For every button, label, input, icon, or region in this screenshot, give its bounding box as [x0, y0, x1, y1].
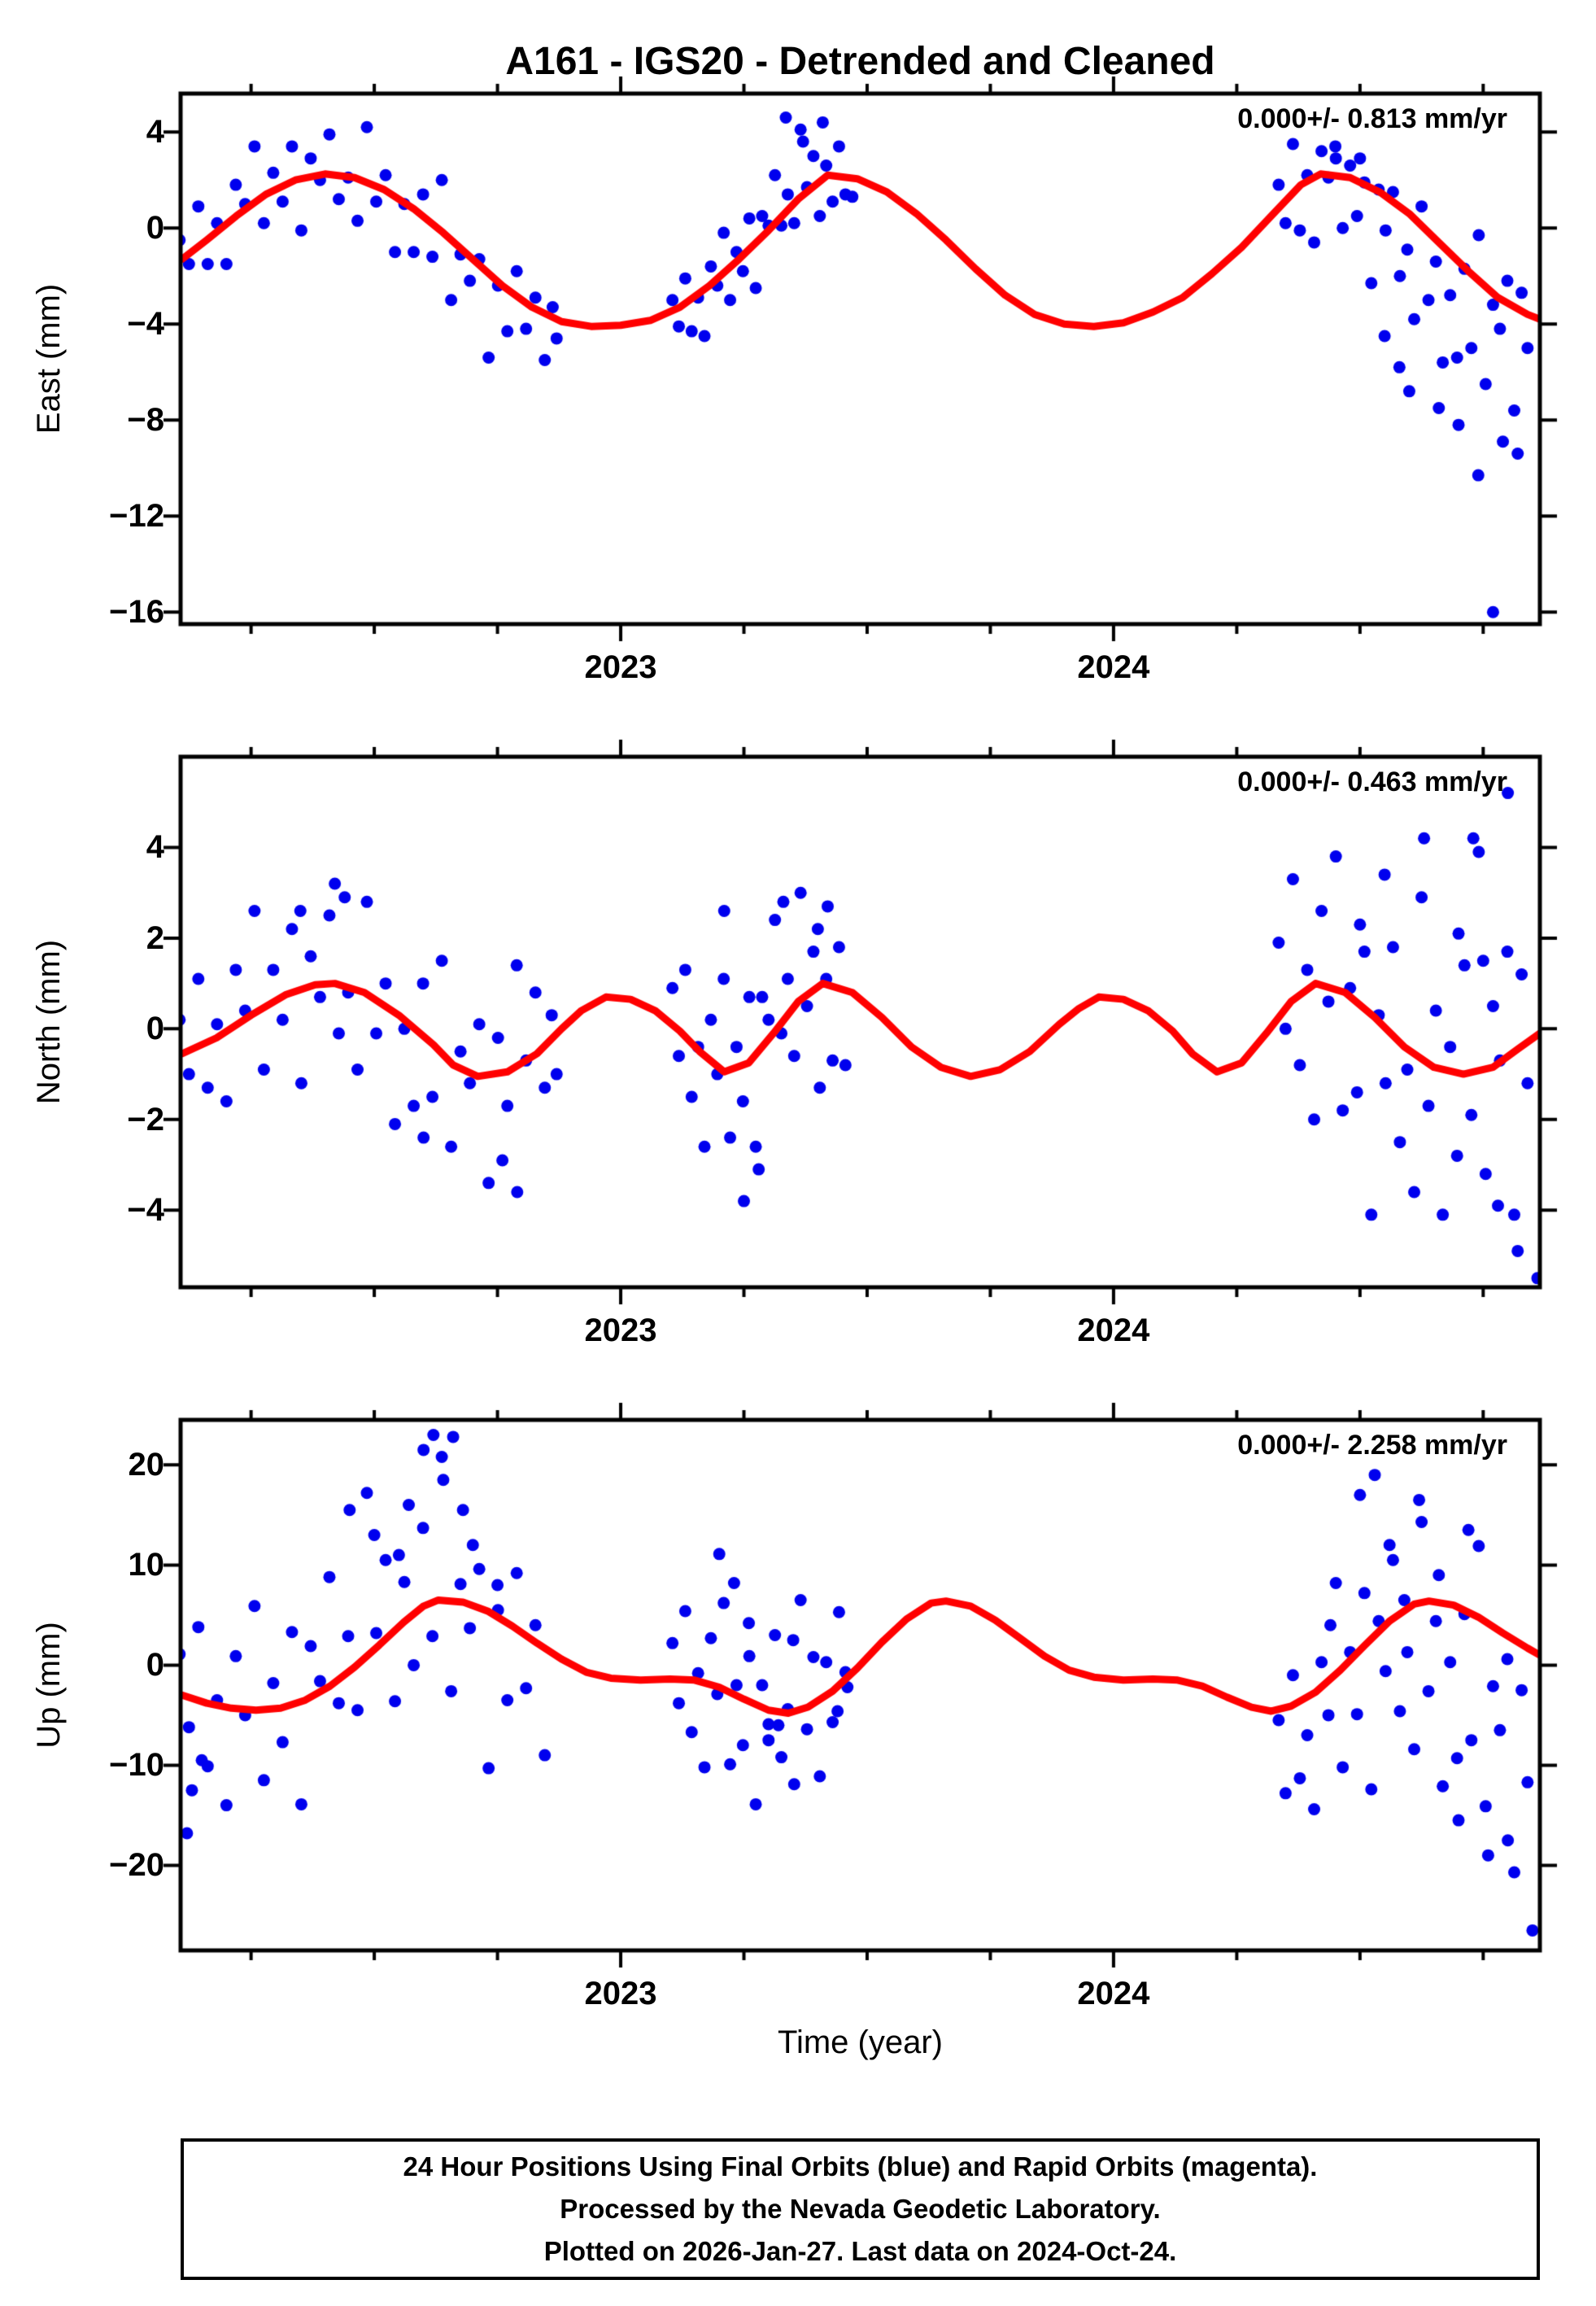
- north-ytick-label--4: −4: [127, 1192, 164, 1229]
- north-plot-canvas: [156, 732, 1564, 1312]
- up-xtick-label-2023: 2023: [584, 1976, 657, 2011]
- north-ytick-label--2: −2: [127, 1101, 164, 1138]
- east-ytick-label-0: 0: [146, 210, 164, 247]
- up-plot-canvas: [156, 1395, 1564, 1975]
- east-plot-canvas: [156, 69, 1564, 649]
- up-ytick-label-0: 0: [146, 1647, 164, 1684]
- caption-line-3: Plotted on 2026-Jan-27. Last data on 202…: [543, 2236, 1177, 2266]
- north-ytick-label-4: 4: [146, 829, 164, 866]
- east-xtick-label-2023: 2023: [584, 649, 657, 685]
- up-ytick-label-10: 10: [128, 1547, 165, 1583]
- east-axis-label: East (mm): [31, 283, 67, 435]
- caption-line-2: Processed by the Nevada Geodetic Laborat…: [560, 2194, 1161, 2224]
- north-ytick-label-2: 2: [146, 919, 164, 956]
- east-ytick-label-4: 4: [146, 114, 164, 151]
- caption-box: 24 Hour Positions Using Final Orbits (bl…: [181, 2138, 1540, 2280]
- east-xtick-label-2024: 2024: [1077, 649, 1150, 685]
- east-ytick-label--16: −16: [109, 594, 164, 631]
- x-axis-title: Time (year): [778, 2024, 943, 2060]
- north-velocity-annotation: 0.000+/- 0.463 mm/yr: [1237, 766, 1507, 797]
- north-xtick-label-2023: 2023: [584, 1312, 657, 1348]
- up-ytick-label--10: −10: [109, 1747, 164, 1784]
- east-velocity-annotation: 0.000+/- 0.813 mm/yr: [1237, 103, 1507, 134]
- up-velocity-annotation: 0.000+/- 2.258 mm/yr: [1237, 1430, 1507, 1461]
- east-ytick-label--8: −8: [127, 402, 164, 439]
- east-ytick-label--4: −4: [127, 306, 164, 343]
- north-ytick-label-0: 0: [146, 1011, 164, 1047]
- up-ytick-label--20: −20: [109, 1847, 164, 1884]
- up-xtick-label-2024: 2024: [1077, 1976, 1150, 2011]
- caption-line-1: 24 Hour Positions Using Final Orbits (bl…: [403, 2151, 1318, 2182]
- north-xtick-label-2024: 2024: [1077, 1312, 1150, 1348]
- up-ytick-label-20: 20: [128, 1447, 165, 1483]
- east-ytick-label--12: −12: [109, 498, 164, 535]
